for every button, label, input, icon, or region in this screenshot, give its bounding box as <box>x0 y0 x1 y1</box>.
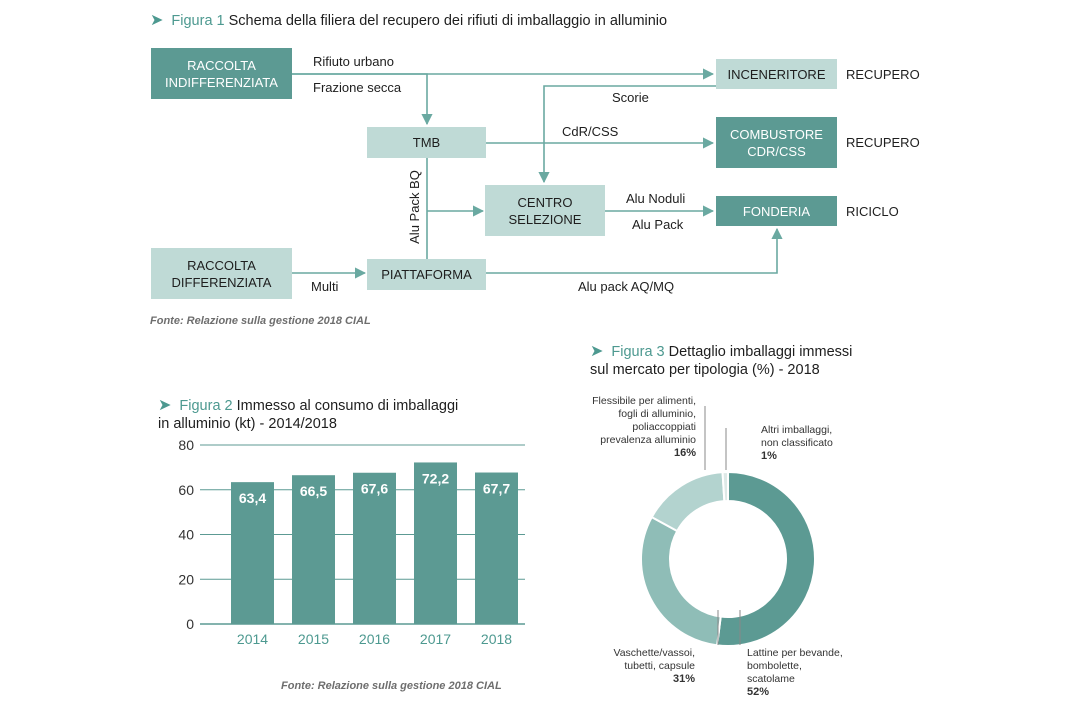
outcome-inceneritore: RECUPERO <box>846 67 920 82</box>
bar <box>353 472 396 624</box>
annotation-flessibile-line: Flessibile per alimenti, <box>592 395 696 407</box>
label-alu-pack: Alu Pack <box>632 217 684 232</box>
annotation-lattine-line: scatolame <box>747 673 795 685</box>
label-alu-pack-aqmq: Alu pack AQ/MQ <box>578 279 675 294</box>
donut-slice <box>650 471 726 533</box>
connector-indiff-tmb <box>292 73 433 126</box>
figure2-number: Figura 2 <box>179 398 233 414</box>
bar-value-label: 67,7 <box>483 481 510 497</box>
bar-value-label: 67,6 <box>361 481 388 497</box>
label-alu-noduli: Alu Noduli <box>626 191 686 206</box>
figure1-title-text: Schema della filiera del recupero dei ri… <box>228 13 668 29</box>
y-tick-label: 40 <box>178 527 194 543</box>
annotation-flessibile-pct: 16% <box>673 447 696 459</box>
annotation-lattine: Lattine per bevande, bombolette, scatola… <box>747 647 867 699</box>
figure1-title: ➤ Figura 1 Schema della filiera del recup… <box>150 12 667 30</box>
label-frazione-secca: Frazione secca <box>313 80 402 95</box>
figure3-title-line1: Dettaglio imballaggi immessi <box>668 344 853 360</box>
bar <box>475 472 518 624</box>
figure3-title: ➤ Figura 3 Dettaglio imballaggi immessi s… <box>590 343 852 379</box>
bar-value-label: 72,2 <box>422 470 449 486</box>
bar-value-label: 66,5 <box>300 483 327 499</box>
annotation-vaschette-line: Vaschette/vassoi, <box>613 647 695 659</box>
outcome-combustore: RECUPERO <box>846 135 920 150</box>
bar <box>231 482 274 624</box>
annotation-lattine-pct: 52% <box>747 686 770 698</box>
outcome-fonderia: RICICLO <box>846 204 899 219</box>
box-combustore: COMBUSTORE CDR/CSS <box>716 117 837 168</box>
figure2-title-line2: in alluminio (kt) - 2014/2018 <box>158 416 337 432</box>
flow-connectors <box>292 68 783 279</box>
box-raccolta-differenziata: RACCOLTA DIFFERENZIATA <box>151 248 292 299</box>
donut-slice <box>715 470 816 647</box>
annotation-altri-pct: 1% <box>761 450 777 462</box>
annotation-altri: Altri imballaggi, non classificato 1% <box>761 424 871 463</box>
figure3-title-line2: sul mercato per tipologia (%) - 2018 <box>590 362 820 378</box>
bar <box>414 462 457 624</box>
donut-chart <box>640 470 816 647</box>
annotation-vaschette-pct: 31% <box>672 673 695 685</box>
figure2-title: ➤ Figura 2 Immesso al consumo di imballag… <box>158 397 458 433</box>
donut-slice <box>721 470 729 503</box>
label-alu-pack-bq: Alu Pack BQ <box>407 170 422 244</box>
box-raccolta-indifferenziata: RACCOLTA INDIFFERENZIATA <box>151 48 292 99</box>
box-tmb: TMB <box>367 127 486 158</box>
bar-value-label: 63,4 <box>239 490 266 506</box>
bar-chart: 0 20 40 60 80 63,4 2014 66,5 2015 67,6 2016 72,2 201… <box>178 437 525 647</box>
connector-piattaforma-fonderia <box>486 227 783 274</box>
box-fonderia: FONDERIA <box>716 196 837 226</box>
x-tick-label: 2017 <box>420 631 451 647</box>
label-multi: Multi <box>311 279 339 294</box>
label-rifiuto-urbano: Rifiuto urbano <box>313 54 394 69</box>
x-tick-label: 2015 <box>298 631 329 647</box>
x-tick-label: 2016 <box>359 631 390 647</box>
figure3-number: Figura 3 <box>611 344 665 360</box>
y-tick-label: 80 <box>178 437 194 453</box>
label-scorie: Scorie <box>612 90 649 105</box>
annotation-vaschette-line: tubetti, capsule <box>624 660 695 672</box>
figure2-title-line1: Immesso al consumo di imballaggi <box>236 398 459 414</box>
figure1-number: Figura 1 <box>171 13 225 29</box>
figure1-source: Fonte: Relazione sulla gestione 2018 CIA… <box>150 315 371 327</box>
y-tick-label: 0 <box>186 616 194 632</box>
annotation-altri-line: Altri imballaggi, <box>761 424 833 436</box>
annotation-lattine-line: bombolette, <box>747 660 802 672</box>
figure2-source: Fonte: Relazione sulla gestione 2018 CIA… <box>281 680 502 692</box>
annotation-flessibile-line: prevalenza alluminio <box>600 434 696 446</box>
box-inceneritore: INCENERITORE <box>716 59 837 89</box>
arrow-icon: ➤ <box>158 397 172 414</box>
annotation-flessibile-line: fogli di alluminio, <box>618 408 696 420</box>
x-tick-label: 2018 <box>481 631 512 647</box>
y-tick-label: 20 <box>178 571 194 587</box>
annotation-altri-line: non classificato <box>761 437 833 449</box>
annotation-vaschette: Vaschette/vassoi, tubetti, capsule 31% <box>585 647 695 686</box>
x-tick-label: 2014 <box>237 631 268 647</box>
annotation-lattine-line: Lattine per bevande, <box>747 647 843 659</box>
y-tick-label: 60 <box>178 482 194 498</box>
bar <box>292 475 335 624</box>
label-cdr-css: CdR/CSS <box>562 124 619 139</box>
donut-slice <box>640 515 722 647</box>
arrow-icon: ➤ <box>590 343 604 360</box>
box-piattaforma: PIATTAFORMA <box>367 259 486 290</box>
connector-inceneritore-centro <box>538 85 716 184</box>
annotation-flessibile-line: poliaccoppiati <box>632 421 696 433</box>
box-centro-selezione: CENTRO SELEZIONE <box>485 185 605 236</box>
arrow-icon: ➤ <box>150 12 164 29</box>
annotation-flessibile: Flessibile per alimenti, fogli di allumi… <box>570 395 696 460</box>
